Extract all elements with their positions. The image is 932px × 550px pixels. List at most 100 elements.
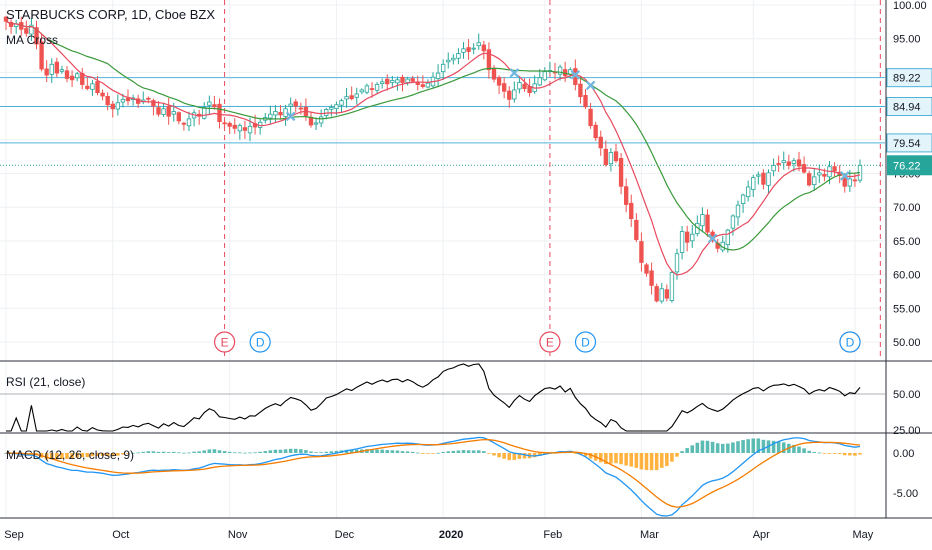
candle-body-6 — [34, 27, 39, 45]
candle-body-122 — [623, 186, 629, 205]
macd-hist-bar-56 — [288, 448, 293, 453]
candle-body-91 — [466, 47, 471, 52]
macd-hist-bar-39 — [202, 450, 207, 453]
candle-body-147 — [751, 177, 756, 190]
candle-body-29 — [151, 100, 156, 107]
candle-body-66 — [339, 100, 344, 106]
macd-hist-bar-80 — [410, 451, 415, 453]
macd-hist-bar-83 — [426, 453, 430, 454]
macd-hist-bar-61 — [314, 452, 318, 454]
candle-body-151 — [771, 165, 776, 172]
candle-body-17 — [90, 83, 95, 90]
candle-body-7 — [39, 41, 44, 70]
candle-body-125 — [639, 241, 644, 263]
candle-body-11 — [59, 69, 65, 72]
macd-hist-bar-68 — [349, 449, 354, 453]
macd-hist-bar-53 — [273, 449, 278, 453]
macd-hist-bar-8 — [44, 453, 49, 460]
candle-body-138 — [705, 214, 710, 233]
macd-hist-bar-12 — [65, 453, 69, 459]
candle-body-88 — [451, 57, 456, 61]
candle-body-116 — [593, 124, 598, 139]
candle-body-120 — [613, 151, 619, 162]
macd-hist-bar-34 — [177, 452, 181, 454]
candle-body-14 — [74, 73, 80, 79]
candle-body-13 — [69, 75, 75, 81]
macd-hist-bar-16 — [85, 453, 90, 458]
price-level-badge-1 — [886, 97, 932, 117]
macd-hist-bar-131 — [670, 453, 674, 462]
candle-body-0 — [3, 16, 9, 22]
rsi-title: RSI (21, close) — [6, 375, 85, 389]
macd-hist-bar-22 — [116, 453, 120, 456]
candle-body-167 — [852, 179, 858, 182]
macd-hist-bar-25 — [131, 452, 135, 454]
candle-body-117 — [598, 136, 603, 149]
candle-body-43 — [222, 122, 227, 125]
candle-body-79 — [405, 78, 410, 83]
candle-body-97 — [496, 77, 502, 86]
macd-hist-bar-119 — [609, 453, 613, 464]
candle-body-101 — [517, 82, 522, 90]
candle-body-135 — [690, 233, 695, 242]
macd-hist-bar-141 — [720, 443, 725, 453]
macd-hist-bar-52 — [268, 450, 273, 453]
macd-hist-bar-157 — [802, 448, 806, 453]
macd-hist-bar-50 — [258, 451, 262, 453]
macd-hist-bar-148 — [756, 438, 761, 453]
price-tick-9: 55.00 — [893, 303, 921, 315]
macd-hist-bar-84 — [431, 453, 435, 454]
macd-hist-bar-86 — [441, 452, 445, 453]
macd-hist-bar-37 — [192, 451, 196, 453]
candle-body-150 — [766, 172, 771, 186]
dividend-marker-label-0: D — [256, 336, 265, 350]
macd-hist-bar-9 — [49, 453, 54, 460]
time-tick-2: Nov — [228, 529, 248, 541]
macd-hist-bar-127 — [649, 453, 654, 471]
candle-body-105 — [537, 77, 542, 86]
time-tick-1: Oct — [112, 529, 129, 541]
price-tick-10: 50.00 — [893, 337, 921, 349]
macd-hist-bar-77 — [395, 450, 400, 453]
macd-hist-bar-60 — [309, 451, 313, 453]
macd-hist-bar-97 — [497, 453, 501, 458]
candle-body-133 — [679, 231, 685, 253]
macd-hist-bar-129 — [659, 453, 664, 468]
macd-hist-bar-11 — [60, 453, 64, 459]
candle-body-75 — [385, 78, 390, 85]
candle-body-85 — [435, 72, 441, 79]
candle-body-134 — [684, 231, 690, 243]
macd-hist-bar-79 — [405, 451, 410, 453]
macd-hist-bar-17 — [90, 453, 95, 457]
macd-hist-bar-59 — [304, 450, 308, 453]
candle-body-46 — [237, 125, 243, 132]
macd-hist-bar-151 — [771, 440, 776, 453]
macd-hist-bar-27 — [141, 451, 146, 453]
candle-body-81 — [415, 81, 420, 85]
candle-body-131 — [669, 272, 675, 301]
candle-body-143 — [730, 215, 736, 229]
macd-hist-bar-133 — [680, 451, 684, 453]
candle-body-77 — [395, 79, 400, 84]
macd-hist-bar-102 — [522, 453, 527, 459]
price-level-text-1: 84.94 — [893, 102, 921, 114]
macd-hist-bar-45 — [232, 452, 237, 454]
candle-body-78 — [400, 76, 405, 83]
macd-hist-bar-163 — [832, 453, 837, 454]
candle-body-31 — [161, 108, 166, 115]
macd-hist-bar-41 — [212, 449, 217, 453]
candle-body-64 — [329, 107, 334, 110]
time-tick-7: Apr — [753, 529, 770, 541]
macd-hist-bar-15 — [80, 453, 85, 458]
macd-hist-bar-122 — [624, 453, 628, 466]
candle-body-160 — [817, 172, 822, 176]
candle-body-70 — [359, 89, 365, 93]
candle-body-153 — [781, 160, 786, 164]
candle-body-74 — [379, 81, 385, 84]
macd-hist-bar-40 — [207, 449, 212, 453]
candle-body-72 — [369, 88, 375, 90]
macd-hist-bar-123 — [629, 453, 634, 467]
macd-hist-bar-142 — [726, 443, 730, 453]
macd-hist-bar-117 — [598, 453, 603, 463]
candle-body-98 — [501, 83, 507, 92]
